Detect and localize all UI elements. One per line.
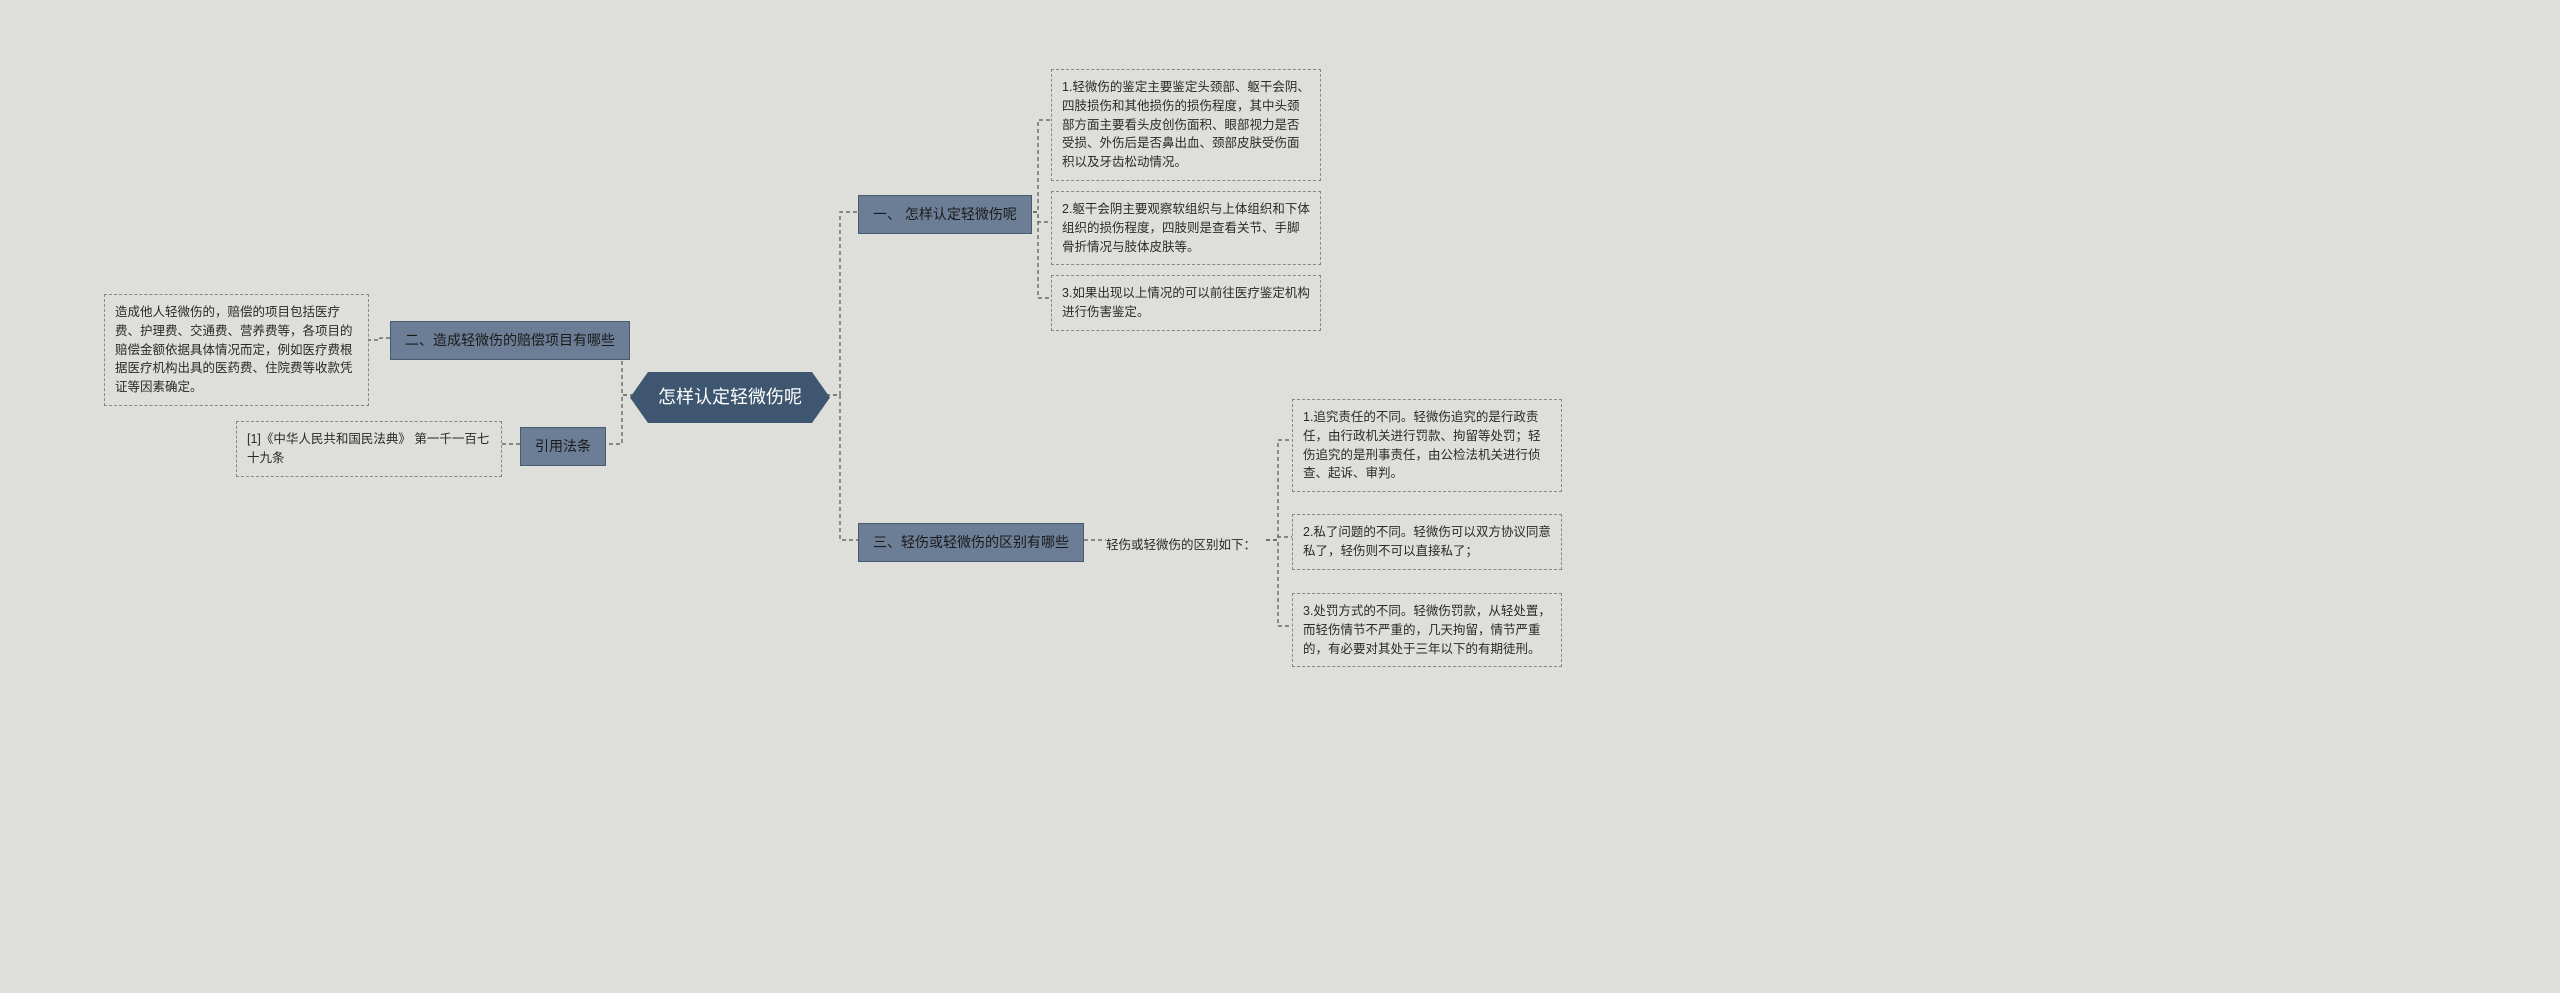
branch-difference[interactable]: 三、轻伤或轻微伤的区别有哪些 [858, 523, 1084, 562]
branch-citation[interactable]: 引用法条 [520, 427, 606, 466]
branch-identify[interactable]: 一、 怎样认定轻微伤呢 [858, 195, 1032, 234]
leaf-difference-2: 2.私了问题的不同。轻微伤可以双方协议同意私了，轻伤则不可以直接私了； [1292, 514, 1562, 570]
leaf-compensation-detail: 造成他人轻微伤的，赔偿的项目包括医疗费、护理费、交通费、营养费等，各项目的赔偿金… [104, 294, 369, 406]
sub-difference-intro: 轻伤或轻微伤的区别如下： [1106, 532, 1256, 559]
leaf-identify-1: 1.轻微伤的鉴定主要鉴定头颈部、躯干会阴、四肢损伤和其他损伤的损伤程度，其中头颈… [1051, 69, 1321, 181]
leaf-identify-3: 3.如果出现以上情况的可以前往医疗鉴定机构进行伤害鉴定。 [1051, 275, 1321, 331]
leaf-identify-2: 2.躯干会阴主要观察软组织与上体组织和下体组织的损伤程度，四肢则是查看关节、手脚… [1051, 191, 1321, 265]
leaf-citation-detail: [1]《中华人民共和国民法典》 第一千一百七十九条 [236, 421, 502, 477]
branch-compensation[interactable]: 二、造成轻微伤的赔偿项目有哪些 [390, 321, 630, 360]
leaf-difference-1: 1.追究责任的不同。轻微伤追究的是行政责任，由行政机关进行罚款、拘留等处罚；轻伤… [1292, 399, 1562, 492]
leaf-difference-3: 3.处罚方式的不同。轻微伤罚款，从轻处置，而轻伤情节不严重的，几天拘留，情节严重… [1292, 593, 1562, 667]
root-node[interactable]: 怎样认定轻微伤呢 [630, 372, 830, 423]
